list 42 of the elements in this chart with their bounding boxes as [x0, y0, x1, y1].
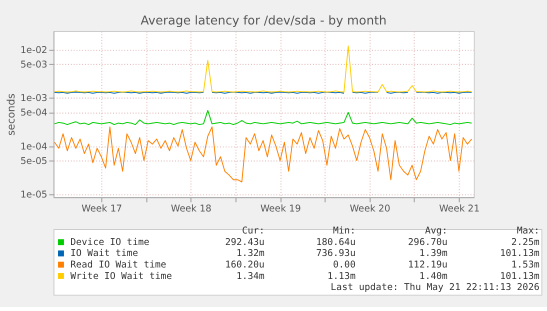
x-tick-label: Week 17: [82, 204, 122, 215]
legend-label: Write IO Wait time: [70, 270, 172, 282]
legend-label: Device IO time: [70, 236, 150, 248]
text: Avg:: [424, 226, 448, 237]
x-tick-label: Week 20: [350, 204, 390, 215]
y-tick-label: 1e-04: [20, 141, 48, 152]
y-tick-label: 1e-05: [20, 190, 48, 200]
legend-label: IO Wait time: [70, 248, 138, 260]
text: 101.13m: [500, 270, 540, 282]
text: 0.00: [333, 259, 356, 270]
text: 296.70u: [408, 236, 448, 248]
text: 292.43u: [225, 236, 265, 248]
y-tick-label: 5e-03: [20, 60, 48, 71]
y-axis-title: seconds: [6, 93, 18, 136]
text: 736.93u: [316, 248, 356, 260]
line-series: [54, 46, 472, 92]
text: 180.64u: [316, 236, 356, 248]
legend-label: Read IO Wait time: [70, 259, 167, 270]
text: 101.13m: [500, 248, 540, 260]
text: 2.25m: [511, 236, 540, 248]
y-tick-label: 1e-02: [20, 45, 48, 56]
y-tick-label: 1e-03: [20, 93, 48, 104]
y-tick-label: 5e-04: [20, 108, 48, 119]
text: 1.39m: [419, 248, 448, 260]
x-tick-label: Week 19: [260, 204, 301, 215]
text: Min:: [333, 226, 356, 237]
text: 1.34m: [236, 270, 265, 282]
y-tick-label: 5e-05: [20, 156, 48, 167]
text: 160.20u: [225, 259, 265, 270]
line-series: [54, 126, 472, 182]
text: Last update: Thu May 21 22:11:13 2026: [330, 282, 540, 294]
x-tick-label: Week 18: [170, 204, 212, 215]
line-series: [54, 110, 472, 126]
text: 1.13m: [327, 270, 356, 282]
x-tick-label: Week 21: [439, 204, 480, 215]
text: 1.32m: [236, 248, 265, 260]
text: 1.40m: [419, 270, 448, 282]
chart-title: Average latency for /dev/sda - by month: [140, 13, 387, 28]
text: 1.53m: [511, 259, 540, 270]
text: 112.19u: [408, 259, 448, 270]
text: Cur:: [242, 226, 265, 237]
text: Max:: [516, 226, 540, 237]
